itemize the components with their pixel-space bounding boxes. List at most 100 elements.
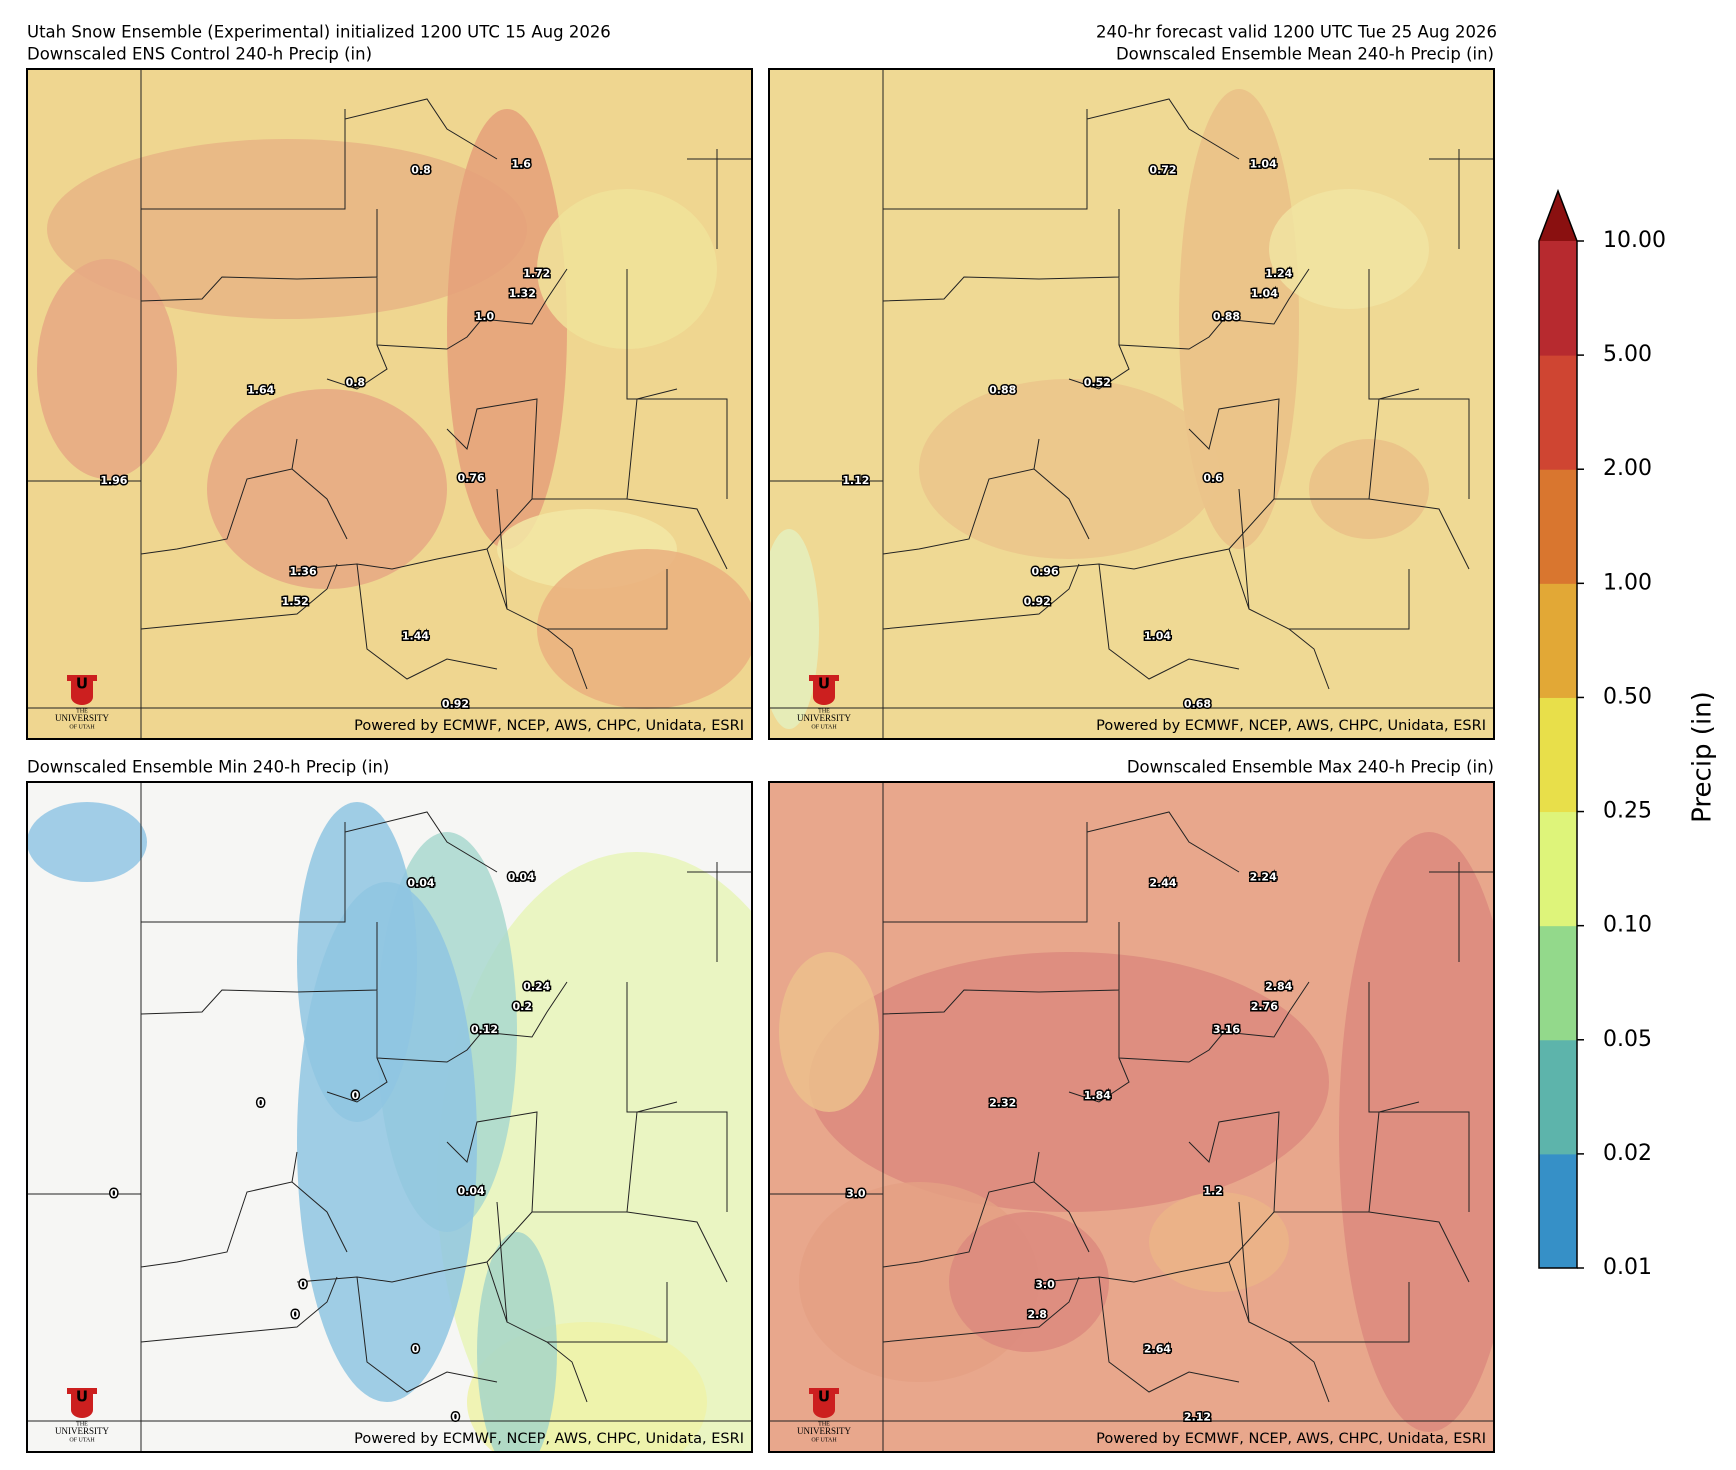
logo-text: THE xyxy=(818,708,830,714)
logo-text: UNIVERSITY xyxy=(797,713,851,723)
point-label: 3.16 xyxy=(1213,1023,1240,1036)
point-label: 2.24 xyxy=(1250,871,1277,884)
point-label: 1.04 xyxy=(1251,287,1278,300)
run-title: Utah Snow Ensemble (Experimental) initia… xyxy=(27,23,611,42)
point-label: 1.96 xyxy=(100,474,127,487)
panel-frame xyxy=(768,781,1495,1453)
precip-area xyxy=(1309,439,1429,539)
precip-area xyxy=(37,259,177,479)
point-label: 2.8 xyxy=(1027,1308,1047,1321)
panel-frame xyxy=(26,781,753,1453)
point-label: 0.04 xyxy=(508,871,535,884)
colorbar-tick-label: 1.00 xyxy=(1603,570,1652,595)
panel-title: Downscaled ENS Control 240-h Precip (in) xyxy=(27,45,372,64)
point-label: 1.36 xyxy=(289,565,316,578)
point-label: 1.72 xyxy=(523,267,550,280)
logo-text: OF UTAH xyxy=(811,724,837,730)
colorbar-band xyxy=(1539,583,1577,698)
point-label: 2.76 xyxy=(1251,1000,1278,1013)
point-label: 0.8 xyxy=(346,376,366,389)
point-label: 1.32 xyxy=(509,287,536,300)
point-label: 1.04 xyxy=(1144,630,1171,643)
point-label: 1.0 xyxy=(475,310,495,323)
colorbar-band xyxy=(1539,811,1577,927)
precip-area xyxy=(809,952,1329,1212)
precip-area xyxy=(447,109,567,549)
precip-area xyxy=(1339,832,1494,1432)
credit: Powered by ECMWF, NCEP, AWS, CHPC, Unida… xyxy=(354,1431,744,1447)
colorbar-extend xyxy=(1539,191,1577,241)
point-label: 1.64 xyxy=(247,384,274,397)
panel-frame xyxy=(768,68,1495,740)
precip-area xyxy=(1179,89,1299,549)
point-label: 0.88 xyxy=(1213,310,1240,323)
point-label: 1.44 xyxy=(402,630,429,643)
point-label: 1.24 xyxy=(1265,267,1292,280)
logo-mark: U xyxy=(76,675,88,693)
credit: Powered by ECMWF, NCEP, AWS, CHPC, Unida… xyxy=(1096,718,1486,734)
precip-area xyxy=(27,802,147,882)
colorbar-band xyxy=(1539,1153,1577,1269)
point-label: 0.76 xyxy=(458,472,485,485)
point-label: 0.24 xyxy=(523,980,550,993)
colorbar-band xyxy=(1539,925,1577,1041)
colorbar-tick-label: 5.00 xyxy=(1603,342,1652,367)
point-label: 0.8 xyxy=(411,163,431,176)
point-label: 0.2 xyxy=(513,1000,533,1013)
colorbar-tick-label: 0.25 xyxy=(1603,799,1652,824)
point-label: 0 xyxy=(412,1343,420,1356)
map-panel: 0.8 1.6 1.72 1.32 1.0 1.64 0.8 1.96 0.76 1.36 1.52… xyxy=(26,68,753,740)
logo-text: THE xyxy=(76,1421,88,1427)
credit: Powered by ECMWF, NCEP, AWS, CHPC, Unida… xyxy=(354,718,744,734)
precip-area xyxy=(1149,1192,1289,1292)
map-panel: 0.04 0.04 0.24 0.2 0.12 0 0 0 0.04 0 0 0 0 Powered by… xyxy=(26,781,753,1453)
point-label: 1.2 xyxy=(1203,1185,1223,1198)
point-label: 1.52 xyxy=(282,595,309,608)
precip-area xyxy=(1269,189,1429,309)
logo-text: OF UTAH xyxy=(69,724,95,730)
map-panel: 0.72 1.04 1.24 1.04 0.88 0.88 0.52 1.12 0.6 0.96 0… xyxy=(768,68,1495,740)
point-label: 0.88 xyxy=(989,384,1016,397)
logo-shape xyxy=(67,1388,97,1418)
colorbar-tick-label: 2.00 xyxy=(1603,456,1652,481)
panels: 0.8 1.6 1.72 1.32 1.0 1.64 0.8 1.96 0.76 1.36 1.52… xyxy=(26,68,1495,1453)
logo-mark: U xyxy=(76,1388,88,1406)
precip-area xyxy=(207,389,447,589)
point-label: 2.64 xyxy=(1144,1343,1171,1356)
colorbar-band xyxy=(1539,355,1577,470)
point-label: 0.04 xyxy=(458,1185,485,1198)
colorbar-band xyxy=(1539,469,1577,584)
colorbar-tick-label: 0.02 xyxy=(1603,1141,1652,1166)
map-panel: 2.44 2.24 2.84 2.76 3.16 2.32 1.84 3.0 1.2 3.0 2.8… xyxy=(768,781,1495,1453)
credit: Powered by ECMWF, NCEP, AWS, CHPC, Unida… xyxy=(1096,1431,1486,1447)
point-label: 0.12 xyxy=(471,1023,498,1036)
point-label: 0 xyxy=(257,1097,265,1110)
colorbar-band xyxy=(1539,697,1577,813)
point-label: 1.84 xyxy=(1084,1089,1111,1102)
precip-area xyxy=(779,952,879,1112)
logo-text: UNIVERSITY xyxy=(797,1426,851,1436)
colorbar-tick-label: 0.10 xyxy=(1603,913,1652,938)
valid-title: 240-hr forecast valid 1200 UTC Tue 25 Au… xyxy=(1096,23,1497,42)
point-label: 1.12 xyxy=(842,474,869,487)
point-label: 0.92 xyxy=(1024,595,1051,608)
logo-text: UNIVERSITY xyxy=(55,713,109,723)
map-layers xyxy=(769,69,1494,739)
precip-area xyxy=(919,379,1219,559)
panel-title: Downscaled Ensemble Min 240-h Precip (in… xyxy=(27,758,389,777)
point-label: 1.6 xyxy=(511,158,531,171)
colorbar-tick-label: 10.00 xyxy=(1603,228,1666,253)
colorbar-tick-label: 0.50 xyxy=(1603,684,1652,709)
point-label: 2.12 xyxy=(1184,1411,1211,1424)
point-label: 2.84 xyxy=(1265,980,1292,993)
precip-area xyxy=(477,1232,557,1452)
colorbar-label: Precip (in) xyxy=(1688,691,1718,823)
map-layers xyxy=(27,69,752,739)
point-label: 0 xyxy=(110,1187,118,1200)
point-label: 2.32 xyxy=(989,1097,1016,1110)
logo-shape xyxy=(809,675,839,705)
point-label: 0.04 xyxy=(407,876,434,889)
logo-text: OF UTAH xyxy=(811,1437,837,1443)
point-label: 0.6 xyxy=(1203,472,1223,485)
